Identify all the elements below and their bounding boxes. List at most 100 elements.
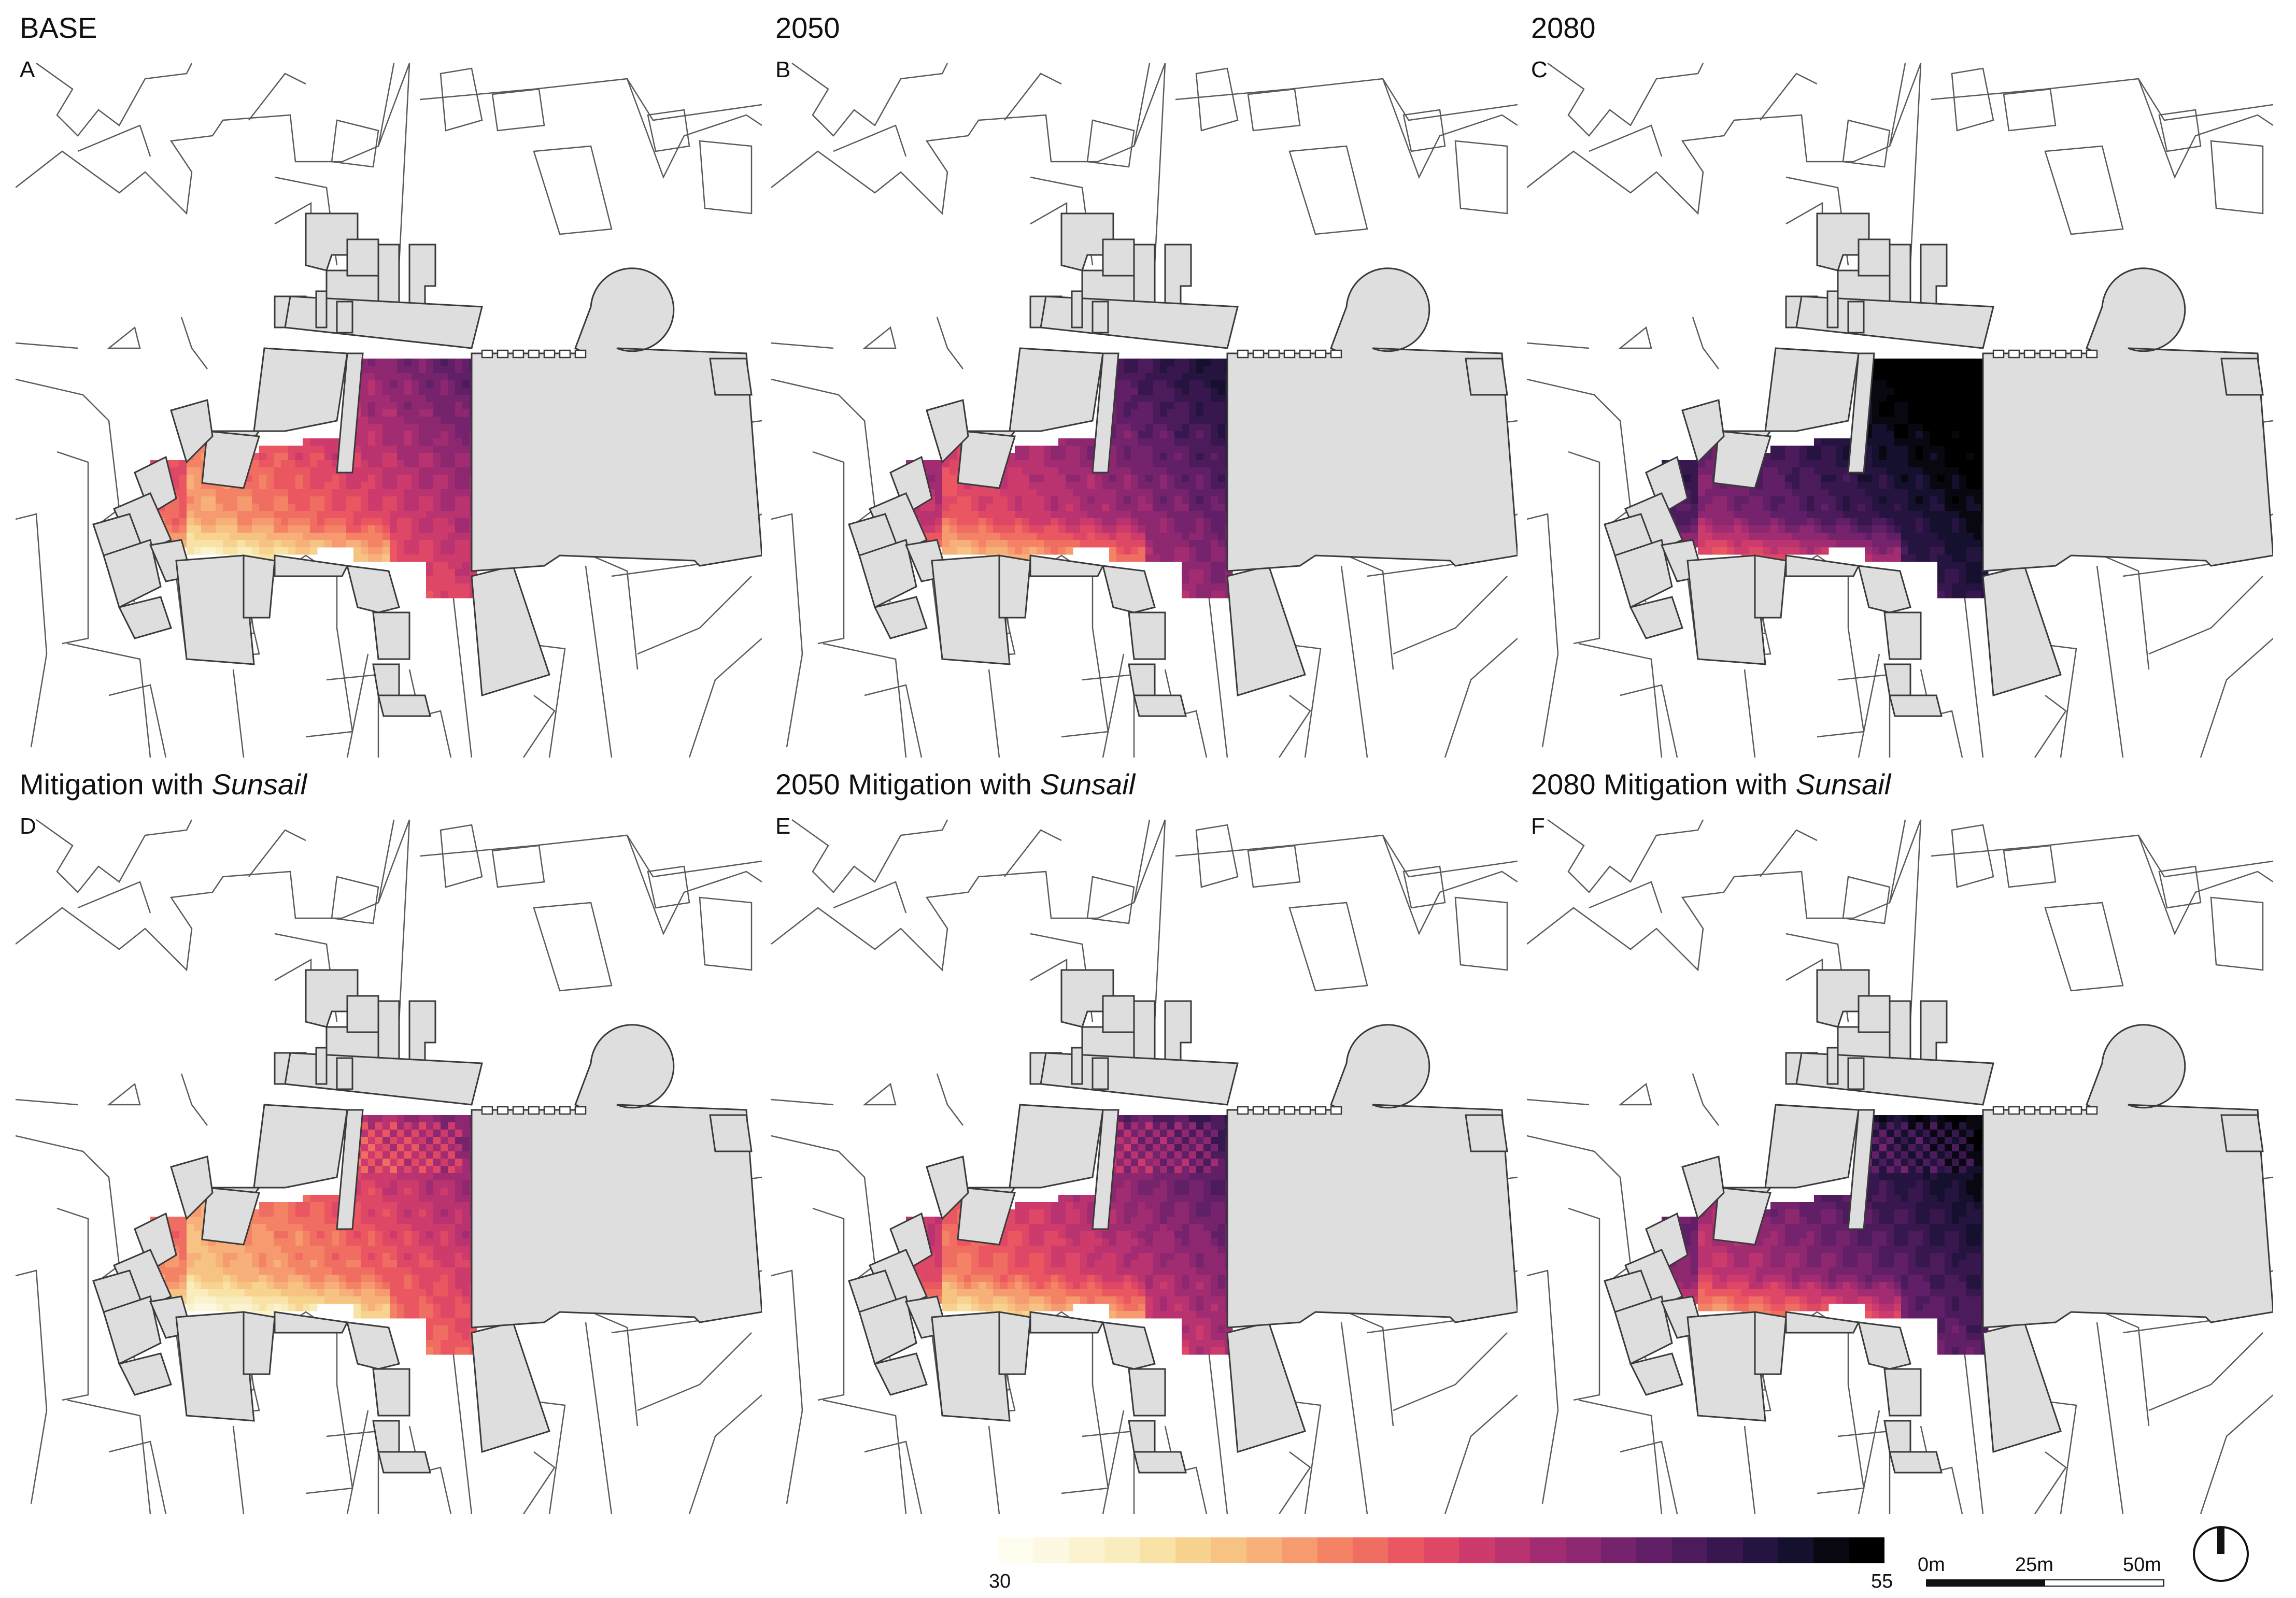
building-notch: [559, 349, 571, 359]
parcel-outline: [1102, 1410, 1125, 1514]
building-notch: [2086, 349, 2098, 359]
building: [1128, 1420, 1156, 1453]
building: [471, 1321, 550, 1453]
parcel-outline: [1785, 1311, 1865, 1494]
building: [926, 1155, 969, 1220]
building: [243, 1311, 276, 1375]
building: [1883, 611, 1922, 660]
building: [1092, 1109, 1119, 1230]
building: [1754, 554, 1787, 619]
parcel-outline: [1154, 63, 1166, 266]
parcel-outline: [791, 819, 948, 893]
building: [998, 554, 1031, 619]
panel-f: 2080 Mitigation with Sunsail F: [1527, 768, 2273, 1514]
parcel-outline: [2158, 109, 2202, 152]
legend-swatch: [1813, 1537, 1849, 1563]
panel-letter: D: [20, 814, 36, 839]
parcel-outline: [107, 1082, 141, 1106]
building: [346, 995, 379, 1033]
building: [336, 1057, 353, 1090]
building-notch: [481, 1106, 493, 1115]
building: [1847, 352, 1875, 474]
parcel-outline: [2158, 865, 2202, 909]
parcel-outline: [1082, 1430, 1135, 1514]
parcel-outline: [1842, 119, 1891, 168]
parcel-outline: [1030, 554, 1109, 738]
building-notch: [497, 1106, 509, 1115]
building: [1040, 295, 1239, 349]
building: [346, 565, 400, 613]
legend-swatch: [1317, 1537, 1353, 1563]
building: [931, 1311, 1011, 1422]
parcel-outline: [77, 124, 151, 157]
building: [1102, 565, 1156, 613]
parcel-outline: [1951, 824, 1994, 888]
parcel-outline: [1340, 565, 1368, 758]
parcel-outline: [36, 62, 193, 137]
building: [170, 399, 214, 464]
building: [1071, 290, 1083, 329]
building: [2220, 358, 2264, 396]
parcel-outline: [864, 684, 923, 758]
building: [1614, 1295, 1673, 1365]
panel-c: 2080 C: [1527, 11, 2273, 758]
parcel-outline: [248, 829, 306, 877]
building: [336, 301, 353, 334]
building-notch: [1299, 1106, 1311, 1115]
parcel-outline: [823, 1399, 907, 1514]
parcel-outline: [1393, 576, 1508, 655]
parcel-outline: [1444, 638, 1518, 758]
parcel-outline: [108, 684, 167, 758]
parcel-outline: [440, 67, 483, 132]
parcel-outline: [1568, 1207, 1600, 1401]
parcel-outline: [1288, 145, 1368, 235]
scale-bar: [1926, 1579, 2164, 1587]
building: [103, 1295, 162, 1365]
parcel-outline: [1382, 78, 1518, 179]
parcel-outline: [450, 1332, 473, 1514]
parcel-outline: [2065, 539, 2150, 670]
parcel-outline: [1744, 1425, 1756, 1514]
building-notch: [481, 349, 493, 359]
building: [377, 1451, 431, 1474]
parcel-outline: [16, 819, 395, 972]
parcel-outline: [346, 1410, 369, 1514]
building-notch: [2086, 1106, 2098, 1115]
parcel-outline: [1004, 829, 1062, 877]
panel-d: Mitigation with Sunsail D: [16, 768, 762, 1514]
parcel-outline: [522, 1451, 556, 1514]
building: [346, 238, 379, 277]
building: [1092, 301, 1109, 334]
building-notch: [1992, 1106, 2005, 1115]
legend-min-label: 30: [989, 1571, 1011, 1592]
parcel-outline: [248, 73, 306, 121]
parcel-outline: [1842, 876, 1891, 924]
building: [1102, 995, 1135, 1033]
building: [709, 1114, 753, 1152]
building-notch: [512, 349, 525, 359]
building: [118, 596, 172, 639]
parcel-outline: [1206, 576, 1228, 758]
panel-b: 2050 B: [771, 11, 1518, 758]
parcel-outline: [1909, 63, 1922, 266]
legend-swatch: [1778, 1537, 1814, 1563]
parcel-outline: [1402, 865, 1446, 909]
parcel-outline: [554, 1295, 639, 1426]
legend-swatch: [1175, 1537, 1211, 1563]
parcel-outline: [1785, 554, 1865, 738]
heat-map-f: [1527, 819, 2273, 1514]
building: [253, 347, 348, 432]
parcel-outline: [2044, 902, 2124, 992]
parcel-outline: [771, 1269, 803, 1504]
building-notch: [1252, 349, 1265, 359]
parcel-outline: [1527, 1098, 1590, 1106]
parcel-outline: [1620, 684, 1678, 758]
parcel-outline: [647, 865, 690, 909]
building-notch: [2070, 349, 2082, 359]
parcel-outline: [16, 513, 48, 748]
building: [336, 352, 364, 474]
legend-swatch: [1565, 1537, 1601, 1563]
parcel-outline: [1837, 674, 1891, 758]
heat-map-d: [16, 819, 762, 1514]
parcel-outline: [2034, 695, 2067, 758]
